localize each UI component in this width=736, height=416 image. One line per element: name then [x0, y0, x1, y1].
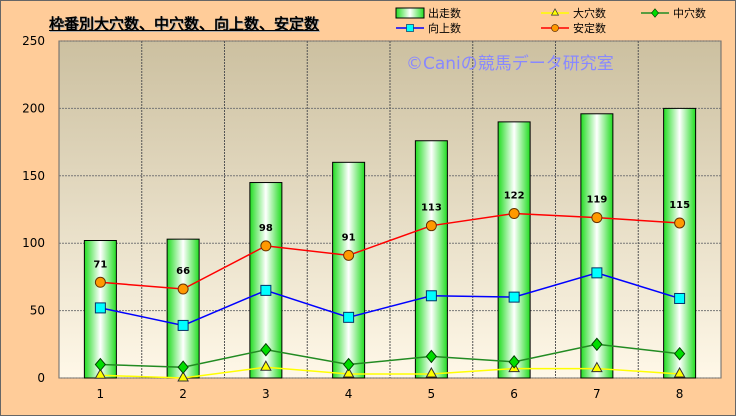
- point: [550, 8, 560, 16]
- point: [406, 24, 414, 32]
- series-line: [100, 212, 680, 290]
- legend-label: 安定数: [573, 21, 606, 35]
- point: [342, 357, 355, 372]
- point: [94, 368, 107, 379]
- data-label: 91: [342, 232, 356, 243]
- point: [260, 240, 272, 252]
- point: [508, 208, 520, 220]
- series-line: [100, 366, 680, 379]
- x-tick-label: 3: [262, 387, 270, 401]
- legend-label: 向上数: [428, 21, 461, 35]
- x-tick-label: 5: [428, 387, 436, 401]
- point: [508, 291, 520, 303]
- legend-label: 中穴数: [673, 6, 706, 20]
- point: [177, 283, 189, 295]
- legend-item: 安定数: [541, 21, 606, 35]
- data-label: 115: [669, 200, 690, 211]
- x-tick-label: 7: [593, 387, 601, 401]
- legend-item: 中穴数: [641, 6, 706, 20]
- series-line: [100, 272, 680, 327]
- y-tick-label: 100: [22, 236, 45, 250]
- bar: [580, 113, 614, 379]
- data-label: 113: [421, 203, 442, 214]
- x-tick-label: 1: [97, 387, 105, 401]
- point: [343, 249, 355, 261]
- y-tick-label: 0: [37, 371, 45, 385]
- point: [94, 302, 106, 314]
- point: [177, 319, 189, 331]
- y-tick-label: 150: [22, 169, 45, 183]
- point: [260, 284, 272, 296]
- legend-item: 大穴数: [541, 6, 606, 20]
- data-label: 66: [176, 266, 190, 277]
- point: [673, 366, 686, 378]
- bar: [497, 121, 531, 379]
- legend-label: 出走数: [428, 6, 461, 20]
- series-line: [100, 343, 680, 368]
- y-tick-label: 50: [30, 304, 45, 318]
- watermark: ©Caniの競馬データ研究室: [406, 53, 614, 74]
- bar: [663, 107, 697, 379]
- x-tick-label: 8: [676, 387, 684, 401]
- point: [425, 220, 437, 232]
- x-tick-label: 4: [345, 387, 353, 401]
- point: [674, 292, 686, 304]
- point: [651, 8, 659, 18]
- chart-title: 枠番別大穴数、中穴数、向上数、安定数: [49, 15, 320, 33]
- point: [425, 349, 438, 364]
- point: [343, 311, 355, 323]
- point: [673, 346, 686, 361]
- point: [591, 337, 603, 352]
- point: [94, 357, 107, 372]
- point: [591, 267, 603, 279]
- point: [591, 361, 603, 373]
- data-label: 119: [586, 195, 607, 206]
- point: [551, 24, 559, 32]
- legend-label: 大穴数: [573, 6, 606, 20]
- y-tick-label: 200: [22, 101, 45, 115]
- bar: [166, 238, 200, 379]
- data-label: 98: [259, 223, 273, 234]
- data-label: 122: [504, 191, 525, 202]
- bar: [332, 161, 366, 379]
- legend-item: 出走数: [395, 6, 461, 20]
- point: [591, 212, 603, 224]
- legend-item: 向上数: [396, 21, 461, 35]
- point: [177, 370, 189, 382]
- point: [425, 290, 437, 302]
- x-tick-label: 2: [179, 387, 187, 401]
- bar: [83, 240, 117, 379]
- y-tick-label: 250: [22, 34, 45, 48]
- point: [260, 342, 272, 357]
- point: [508, 355, 520, 369]
- point: [674, 217, 686, 229]
- point: [342, 366, 355, 378]
- bar: [414, 140, 448, 379]
- point: [94, 276, 106, 288]
- point: [177, 360, 189, 374]
- x-tick-label: 6: [510, 387, 518, 401]
- point: [260, 360, 272, 371]
- point: [425, 366, 438, 378]
- data-label: 71: [93, 259, 107, 270]
